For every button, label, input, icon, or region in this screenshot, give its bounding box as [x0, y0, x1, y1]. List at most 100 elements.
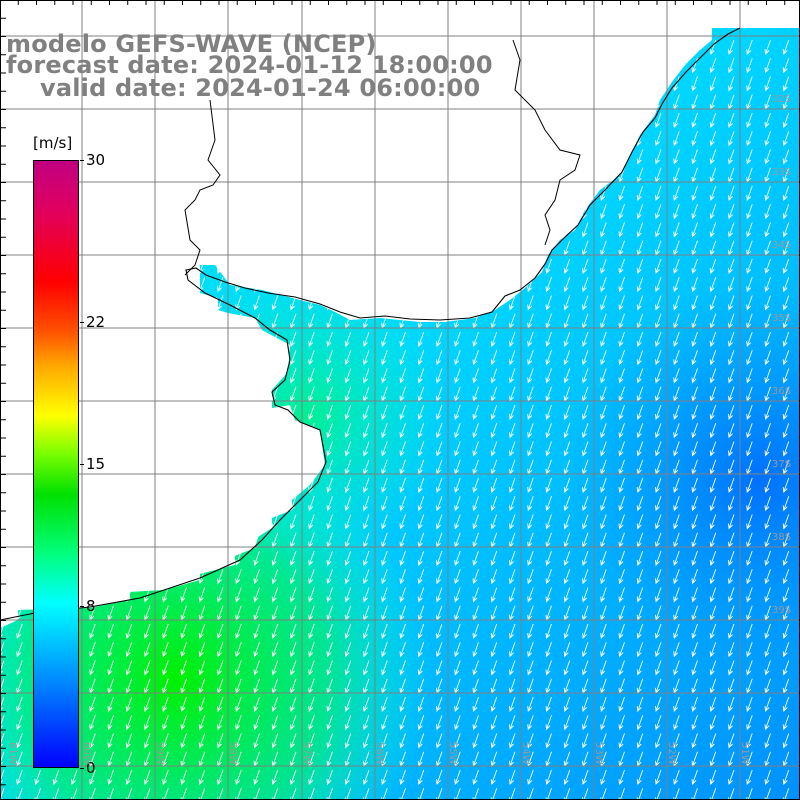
wind-arrow: [253, 167, 260, 183]
wind-arrow: [344, 514, 352, 530]
wind-arrow: [308, 240, 315, 256]
wind-arrow: [162, 423, 169, 439]
wind-arrow: [144, 477, 151, 493]
wind-arrow: [417, 258, 425, 274]
wind-arrow: [764, 295, 771, 311]
wind-arrow: [527, 204, 534, 220]
wind-arrow: [144, 167, 151, 183]
wind-arrow: [454, 769, 461, 785]
wind-arrow: [636, 733, 644, 749]
wind-arrow: [107, 295, 114, 311]
wind-arrow: [472, 623, 479, 639]
longitude-label: 58W: [227, 742, 238, 765]
wind-arrow: [582, 94, 589, 110]
wind-arrow: [545, 715, 552, 731]
wind-arrow: [618, 350, 625, 366]
wind-arrow: [545, 39, 552, 55]
wind-arrow: [0, 642, 5, 658]
wind-arrow: [782, 331, 790, 347]
wind-arrow: [290, 769, 297, 785]
wind-arrow: [162, 167, 169, 183]
wind-arrow: [399, 131, 406, 147]
wind-arrow: [381, 350, 388, 366]
wind-arrow: [180, 185, 187, 201]
wind-arrow: [600, 715, 607, 731]
wind-arrow: [655, 368, 662, 384]
wind-arrow: [235, 368, 242, 384]
wind-arrow: [600, 76, 607, 92]
wind-arrow: [16, 696, 23, 712]
wind-arrow: [125, 404, 133, 420]
wind-arrow: [673, 477, 680, 493]
wind-arrow: [582, 550, 589, 566]
wind-arrow: [782, 441, 790, 457]
wind-arrow: [509, 642, 516, 658]
wind-arrow: [728, 423, 735, 439]
wind-arrow: [89, 441, 96, 457]
wind-arrow: [490, 277, 498, 293]
wind-arrow: [326, 368, 333, 384]
wind-arrow: [746, 39, 753, 55]
wind-arrow: [782, 258, 790, 274]
wind-arrow: [509, 167, 516, 183]
wind-arrow: [107, 477, 114, 493]
wind-arrow: [162, 149, 169, 165]
wind-arrow: [655, 295, 662, 311]
wind-arrow: [509, 94, 516, 110]
wind-arrow: [545, 58, 552, 74]
wind-arrow: [490, 258, 498, 274]
wind-arrow: [308, 587, 315, 603]
longitude-label: 60W: [81, 742, 92, 765]
wind-arrow: [16, 386, 23, 402]
wind-arrow: [162, 532, 169, 548]
wind-arrow: [198, 459, 206, 475]
wind-arrow: [563, 112, 571, 128]
wind-arrow: [618, 496, 625, 512]
wind-arrow: [636, 350, 644, 366]
wind-arrow: [527, 733, 534, 749]
wind-arrow: [454, 623, 461, 639]
wind-arrow: [582, 423, 589, 439]
wind-arrow: [235, 112, 242, 128]
wind-arrow: [144, 131, 151, 147]
wind-arrow: [399, 331, 406, 347]
wind-arrow: [107, 733, 114, 749]
wind-arrow: [655, 258, 662, 274]
longitude-label: 56W: [374, 742, 385, 765]
wind-arrow: [363, 404, 370, 420]
wind-arrow: [16, 569, 23, 585]
wind-arrow: [582, 569, 589, 585]
wind-arrow: [399, 623, 406, 639]
wind-arrow: [527, 642, 534, 658]
wind-arrow: [16, 587, 23, 603]
wind-arrow: [618, 131, 625, 147]
wind-arrow: [691, 331, 698, 347]
wind-arrow: [107, 386, 114, 402]
wind-arrow: [125, 258, 133, 274]
latitude-label: 33S: [772, 167, 792, 178]
wind-arrow: [509, 295, 516, 311]
wind-arrow: [344, 550, 352, 566]
wind-arrow: [125, 331, 133, 347]
wind-arrow: [344, 696, 352, 712]
wind-arrow: [436, 514, 443, 530]
wind-arrow: [363, 696, 370, 712]
latitude-label: 36S: [772, 386, 792, 397]
wind-arrow: [728, 696, 735, 712]
wind-arrow: [655, 58, 662, 74]
wind-arrow: [271, 167, 279, 183]
wind-arrow: [107, 514, 114, 530]
wind-arrow: [344, 623, 352, 639]
wind-arrow: [509, 185, 516, 201]
wind-arrow: [399, 441, 406, 457]
wind-arrow: [782, 368, 790, 384]
wind-arrow: [472, 149, 479, 165]
wind-arrow: [253, 204, 260, 220]
wind-arrow: [217, 496, 224, 512]
wind-arrow: [782, 769, 790, 785]
wind-arrow: [326, 569, 333, 585]
wind-arrow: [618, 331, 625, 347]
wind-arrow: [16, 660, 23, 676]
wind-arrow: [253, 404, 260, 420]
